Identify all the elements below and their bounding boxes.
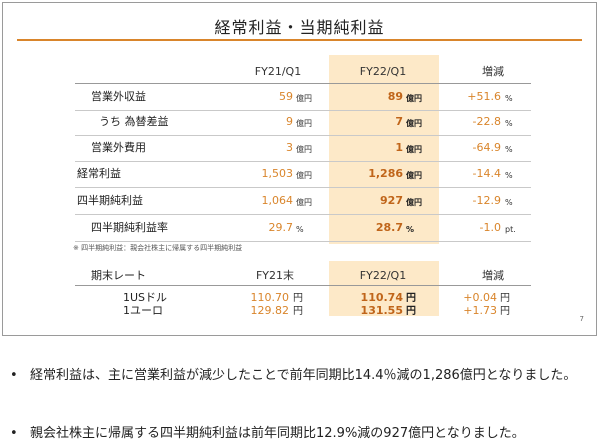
fy22-value: 1	[395, 141, 403, 154]
fy21-unit: 億円	[296, 145, 312, 154]
row-divider	[75, 187, 531, 188]
bullet-text: 経常利益は、主に営業利益が減少したことで前年同期比14.4％減の1,286億円と…	[30, 368, 577, 383]
change-unit: %	[505, 94, 513, 103]
rate-header-rule	[75, 285, 531, 286]
rate-fy21-unit: 円	[293, 306, 303, 317]
fy22-value: 28.7	[375, 221, 403, 234]
row-label: 四半期純利益率	[91, 221, 168, 234]
fy21-value: 3	[286, 141, 293, 154]
fy21-value: 59	[279, 90, 293, 103]
row-divider	[75, 135, 531, 136]
row-label: 四半期純利益	[77, 194, 143, 207]
change-unit: %	[505, 171, 513, 180]
fy22-column-highlight	[329, 55, 439, 244]
change-value: +51.6	[467, 90, 501, 103]
rate-change-value: +0.04	[463, 291, 497, 304]
fy21-unit: 億円	[296, 171, 312, 180]
fy22-unit: %	[406, 225, 415, 234]
rate-fy21-unit: 円	[293, 293, 303, 304]
rate-header-label: 期末レート	[91, 269, 146, 282]
header-fy22: FY22/Q1	[359, 65, 407, 78]
fy22-unit: 億円	[406, 145, 422, 154]
fy21-unit: 億円	[296, 94, 312, 103]
bullet-item: • 経常利益は、主に営業利益が減少したことで前年同期比14.4％減の1,286億…	[0, 366, 600, 406]
change-value: -64.9	[472, 141, 501, 154]
rate-row-label: 1ユーロ	[123, 304, 163, 317]
rate-fy21-value: 110.70	[250, 291, 290, 304]
row-divider	[75, 161, 531, 162]
rate-header-change: 増減	[482, 269, 504, 282]
fy22-value: 1,286	[368, 167, 403, 180]
change-value: -12.9	[472, 194, 501, 207]
change-value: -1.0	[479, 221, 501, 234]
rate-fy22-unit: 円	[406, 293, 416, 304]
change-value: -22.8	[472, 115, 501, 128]
fy22-unit: 億円	[406, 94, 422, 103]
fy21-value: 9	[286, 115, 293, 128]
rate-fy21-value: 129.82	[250, 304, 290, 317]
bullet-dot-icon: •	[10, 426, 18, 441]
change-unit: %	[505, 145, 513, 154]
bullet-dot-icon: •	[10, 368, 18, 383]
row-label: うち 為替差益	[99, 115, 169, 128]
header-change: 増減	[482, 65, 504, 78]
rate-fy22-value: 110.74	[360, 291, 403, 304]
row-label: 営業外費用	[91, 141, 146, 154]
bullet-text: 親会社株主に帰属する四半期純利益は前年同期比12.9%減の927億円となりました…	[30, 426, 525, 441]
change-unit: %	[505, 119, 513, 128]
fy21-unit: 億円	[296, 198, 312, 207]
fy22-unit: 億円	[406, 171, 422, 180]
rate-change-unit: 円	[500, 306, 510, 317]
fy21-unit: 億円	[296, 119, 312, 128]
fy21-value: 1,064	[261, 194, 294, 207]
fy21-unit: %	[296, 225, 304, 234]
fy22-value: 89	[387, 90, 403, 103]
fy22-rate-column-highlight	[329, 261, 439, 316]
row-divider	[75, 110, 531, 111]
bullet-item: • 親会社株主に帰属する四半期純利益は前年同期比12.9%減の927億円となりま…	[0, 424, 600, 446]
rate-change-unit: 円	[500, 293, 510, 304]
fy22-value: 927	[380, 194, 403, 207]
rate-fy22-value: 131.55	[360, 304, 403, 317]
change-unit: pt.	[505, 225, 516, 234]
row-divider	[75, 241, 531, 242]
header-fy21: FY21/Q1	[254, 65, 302, 78]
title-divider	[17, 39, 582, 41]
footnote: ※ 四半期純利益：親会社株主に帰属する四半期純利益	[73, 244, 243, 252]
page-number: 7	[579, 315, 584, 323]
rate-header-fy21: FY21末	[255, 269, 295, 282]
rate-row-label: 1USドル	[123, 291, 168, 304]
fy21-value: 29.7	[268, 221, 294, 234]
slide-title: 経常利益・当期純利益	[214, 18, 385, 37]
fy21-value: 1,503	[261, 167, 294, 180]
rate-header-fy22: FY22/Q1	[359, 269, 407, 282]
fy22-unit: 億円	[406, 119, 422, 128]
rate-fy22-unit: 円	[406, 306, 416, 317]
slide-panel: 経常利益・当期純利益 FY21/Q1 FY22/Q1 増減 ※ 四半期純利益：親…	[2, 2, 597, 336]
rate-change-value: +1.73	[463, 304, 497, 317]
row-label: 経常利益	[77, 167, 121, 180]
fy22-value: 7	[395, 115, 403, 128]
table-header-rule	[75, 83, 531, 84]
change-value: -14.4	[472, 167, 501, 180]
change-unit: %	[505, 198, 513, 207]
fy22-unit: 億円	[406, 198, 422, 207]
row-label: 営業外収益	[91, 90, 146, 103]
row-divider	[75, 214, 531, 215]
